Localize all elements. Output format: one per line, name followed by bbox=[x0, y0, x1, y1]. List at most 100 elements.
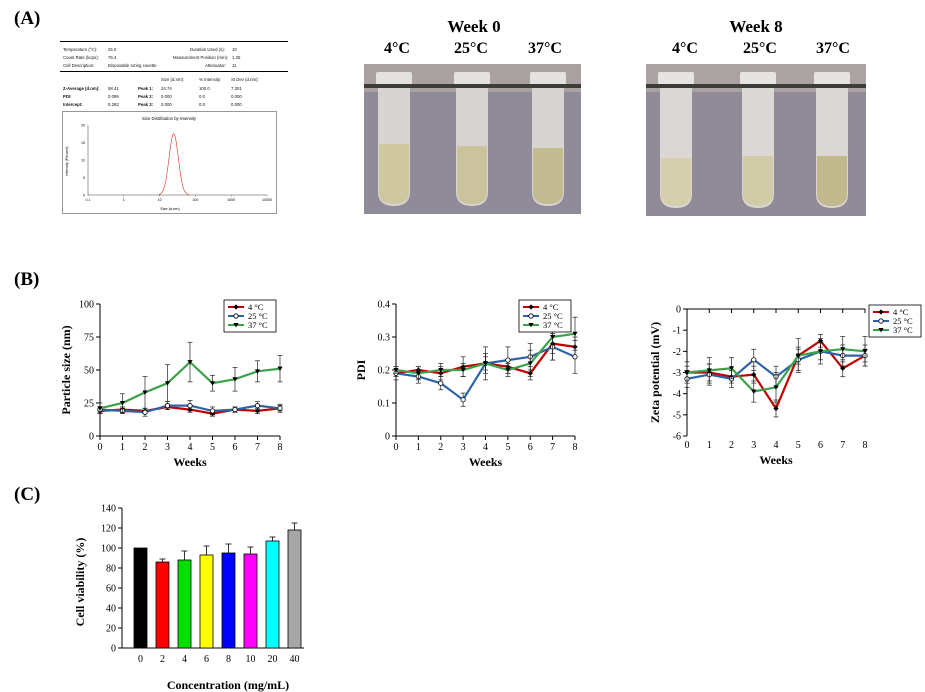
x-tick-label: 5 bbox=[210, 442, 215, 453]
data-point bbox=[684, 370, 690, 375]
report-mid-rule bbox=[60, 71, 288, 72]
x-tick-label: 0 bbox=[98, 442, 103, 453]
bar-group-10: 10 bbox=[243, 546, 258, 665]
dist-y-tick: 20 bbox=[81, 123, 85, 127]
legend-label: 37 °C bbox=[543, 320, 563, 330]
data-point bbox=[773, 385, 779, 390]
x-tick-label: 1 bbox=[707, 440, 712, 451]
report-row-2-label: Count Rate (kcps): bbox=[63, 55, 99, 60]
legend-label: 25 °C bbox=[248, 311, 268, 321]
bar bbox=[199, 554, 214, 649]
data-point bbox=[97, 406, 103, 411]
vial-liquid bbox=[661, 158, 691, 206]
report-peak1-label: Peak 1: bbox=[138, 86, 154, 91]
data-point bbox=[164, 403, 171, 409]
data-point bbox=[862, 349, 868, 354]
data-point bbox=[550, 335, 556, 340]
legend-label: 37 °C bbox=[248, 320, 268, 330]
x-axis-label: Weeks bbox=[173, 455, 207, 469]
pdi-chart: 0 0.1 0.2 0.3 0.4 0 1 2 3 4 5 6 7 8 Weeks PDI 4 °C25 °C3… bbox=[355, 299, 578, 469]
dist-x-tick: 1000 bbox=[227, 198, 235, 202]
report-row-1-value: 25.0 bbox=[108, 47, 117, 52]
report-row-1-value-2: 10 bbox=[232, 47, 237, 52]
x-axis-label: Concentration (mg/mL) bbox=[167, 678, 289, 692]
report-row-2-label-2: Measurement Position (mm): bbox=[173, 55, 229, 60]
dist-frame bbox=[62, 111, 277, 214]
report-row-2-value-2: 1.25 bbox=[232, 55, 241, 60]
vial-37c bbox=[814, 72, 850, 208]
x-tick-label: 4 bbox=[483, 442, 488, 453]
data-point bbox=[751, 357, 757, 363]
report-row-3-value: Disposable sizing cuvette bbox=[108, 63, 157, 68]
bar bbox=[243, 553, 258, 649]
report-top-rule bbox=[60, 41, 288, 42]
week0-temp-37: 37°C bbox=[528, 40, 562, 57]
x-tick-label: 8 bbox=[863, 440, 868, 451]
legend: 4 °C25 °C37 °C bbox=[518, 299, 572, 333]
data-point bbox=[482, 361, 489, 366]
data-point bbox=[209, 381, 216, 386]
data-point bbox=[164, 381, 171, 386]
vial-liquid bbox=[743, 156, 773, 206]
y-tick-label: 80 bbox=[106, 564, 116, 575]
y-tick-label: 100 bbox=[101, 544, 116, 555]
vial-liquid bbox=[533, 148, 563, 204]
vial-25c bbox=[740, 72, 776, 208]
data-point bbox=[878, 309, 884, 315]
x-tick-label: 3 bbox=[751, 440, 756, 451]
x-tick-label: 8 bbox=[226, 654, 231, 665]
y-tick-label: 40 bbox=[106, 604, 116, 615]
bar-group-4: 4 bbox=[177, 550, 192, 665]
data-point bbox=[878, 328, 884, 333]
report-pdi-value: 0.099 bbox=[108, 94, 119, 99]
vial-cap bbox=[454, 72, 490, 86]
week0-vials bbox=[364, 64, 581, 214]
data-point bbox=[232, 377, 238, 382]
series-37C bbox=[97, 341, 283, 414]
week8-vials bbox=[646, 64, 866, 216]
data-point bbox=[438, 380, 444, 386]
report-zavg-value: 58.41 bbox=[108, 86, 119, 91]
data-point bbox=[187, 403, 193, 409]
data-point bbox=[878, 318, 884, 324]
x-tick-label: 0 bbox=[394, 442, 399, 453]
x-axis-label: Weeks bbox=[759, 453, 793, 467]
y-axis-label: Zeta potential (mV) bbox=[648, 322, 662, 423]
report-row-2-value: 76.4 bbox=[108, 55, 117, 60]
bar bbox=[287, 529, 302, 649]
report-row-3-value-2: 11 bbox=[232, 63, 237, 68]
holder-rod bbox=[364, 84, 581, 88]
dist-x-tick: 1 bbox=[123, 198, 125, 202]
vial-cap bbox=[376, 72, 412, 86]
vial-cap bbox=[814, 72, 850, 86]
data-point bbox=[528, 304, 534, 310]
bar bbox=[265, 540, 280, 649]
x-tick-label: 8 bbox=[573, 442, 578, 453]
report-peak1-size: 24.74 bbox=[161, 86, 172, 91]
dist-x-tick: 10 bbox=[158, 198, 162, 202]
zeta-potential-chart: 0 -1 -2 -3 -4 -5 -6 0 1 2 3 4 5 6 7 8 Weeks Zeta potentia… bbox=[648, 304, 922, 467]
data-point bbox=[415, 371, 421, 376]
data-point bbox=[233, 304, 239, 310]
data-point bbox=[572, 354, 578, 360]
legend-label: 4 °C bbox=[248, 302, 264, 312]
bar-group-6: 6 bbox=[199, 545, 214, 665]
week8-temp-4: 4°C bbox=[672, 40, 698, 57]
x-tick-label: 1 bbox=[416, 442, 421, 453]
dist-y-tick: 0 bbox=[83, 193, 85, 197]
report-header-size: Size (d.nm): bbox=[161, 77, 185, 82]
y-tick-label: 0.4 bbox=[378, 300, 391, 311]
report-peak1-intensity: 100.0 bbox=[199, 86, 210, 91]
x-tick-label: 0 bbox=[685, 440, 690, 451]
week8-temp-25: 25°C bbox=[743, 40, 777, 57]
legend-label: 25 °C bbox=[893, 316, 913, 326]
legend: 4 °C25 °C37 °C bbox=[868, 304, 922, 338]
report-peak2-label: Peak 2: bbox=[138, 94, 154, 99]
legend-label: 25 °C bbox=[543, 311, 563, 321]
vial-liquid bbox=[817, 156, 847, 206]
dist-y-tick: 15 bbox=[81, 141, 85, 145]
x-tick-label: 4 bbox=[188, 442, 193, 453]
week0-temp-4: 4°C bbox=[384, 40, 410, 57]
x-tick-label: 0 bbox=[138, 654, 143, 665]
x-tick-label: 4 bbox=[182, 654, 187, 665]
